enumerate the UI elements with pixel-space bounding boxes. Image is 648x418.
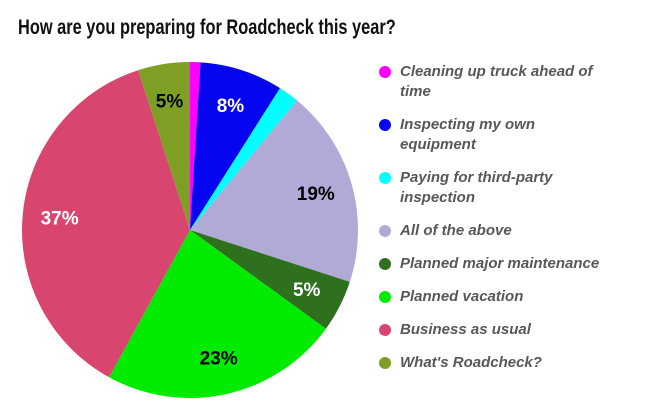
legend-label: Cleaning up truck ahead of time <box>400 63 593 100</box>
legend-item-0: Cleaning up truck ahead of time <box>379 62 629 102</box>
legend-item-6: Business as usual <box>379 320 629 340</box>
legend-swatch-icon <box>379 291 391 303</box>
legend-item-3: All of the above <box>379 221 629 241</box>
slice-percent-label-7: 5% <box>156 91 184 112</box>
slice-percent-label-1: 8% <box>217 96 245 117</box>
slice-percent-label-6: 37% <box>41 208 79 229</box>
pie-slice-3 <box>190 100 359 282</box>
pie-slice-1 <box>190 62 281 230</box>
legend-swatch-icon <box>379 66 391 78</box>
legend-label: Planned vacation <box>400 288 524 305</box>
pie-slice-0 <box>190 62 201 230</box>
legend-item-1: Inspecting my own equipment <box>379 115 629 155</box>
legend-label: Paying for third-party inspection <box>400 169 553 206</box>
pie-slice-2 <box>190 88 298 231</box>
legend-label: Business as usual <box>400 321 531 338</box>
legend-item-5: Planned vacation <box>379 287 629 307</box>
legend: Cleaning up truck ahead of time Inspectin… <box>379 62 629 373</box>
legend-swatch-icon <box>379 225 391 237</box>
pie-slice-5 <box>109 230 326 398</box>
legend-label: All of the above <box>400 222 512 239</box>
legend-item-2: Paying for third-party inspection <box>379 168 629 208</box>
pie-chart: 8% 19% 5% 23% 37% 5% <box>22 61 359 398</box>
legend-label: What's Roadcheck? <box>400 354 542 371</box>
pie-slice-4 <box>190 230 350 329</box>
legend-swatch-icon <box>379 172 391 184</box>
legend-swatch-icon <box>379 258 391 270</box>
legend-item-7: What's Roadcheck? <box>379 353 629 373</box>
legend-label: Planned major maintenance <box>400 255 600 272</box>
legend-label: Inspecting my own equipment <box>400 116 536 153</box>
legend-swatch-icon <box>379 324 391 336</box>
legend-swatch-icon <box>379 357 391 369</box>
slice-percent-label-4: 5% <box>293 280 321 301</box>
slice-percent-label-3: 19% <box>297 184 335 205</box>
slice-percent-label-5: 23% <box>200 349 238 370</box>
chart-title: How are you preparing for Roadcheck this… <box>18 16 396 39</box>
pie-slice-7 <box>138 61 190 230</box>
pie-slice-6 <box>22 70 190 378</box>
legend-swatch-icon <box>379 119 391 131</box>
legend-item-4: Planned major maintenance <box>379 254 629 274</box>
